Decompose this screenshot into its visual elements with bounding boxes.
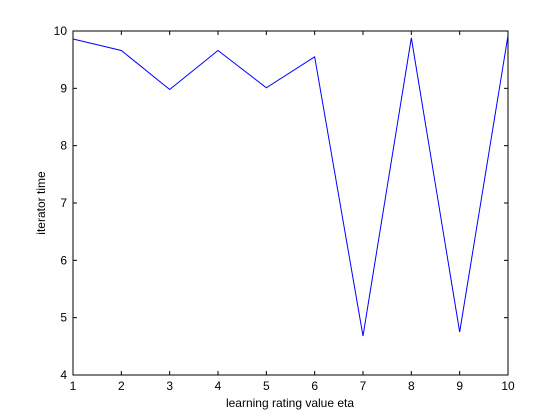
y-tick-label: 6 [60, 253, 67, 267]
x-tick-label: 8 [408, 379, 415, 393]
x-tick-label: 7 [360, 379, 367, 393]
y-tick-label: 5 [60, 311, 67, 325]
y-axis-ticks: 4 5 6 7 8 9 10 [54, 24, 508, 382]
x-tick-label: 4 [215, 379, 222, 393]
x-tick-label: 10 [501, 379, 515, 393]
x-tick-label: 1 [70, 379, 77, 393]
x-tick-label: 2 [118, 379, 125, 393]
y-tick-label: 8 [60, 139, 67, 153]
x-tick-label: 3 [166, 379, 173, 393]
y-tick-label: 7 [60, 196, 67, 210]
series-layer [72, 35, 509, 337]
x-axis-label: learning rating value eta [226, 396, 354, 410]
x-tick-label: 6 [311, 379, 318, 393]
y-tick-label: 4 [60, 368, 67, 382]
x-axis-ticks: 1 2 3 4 5 6 7 8 9 10 [70, 31, 515, 393]
y-tick-label: 10 [54, 24, 68, 38]
plot-area [72, 30, 509, 376]
x-tick-label: 9 [456, 379, 463, 393]
y-axis-label: iterator time [34, 171, 48, 235]
series-line [72, 35, 509, 337]
y-tick-label: 9 [60, 81, 67, 95]
x-tick-label: 5 [263, 379, 270, 393]
